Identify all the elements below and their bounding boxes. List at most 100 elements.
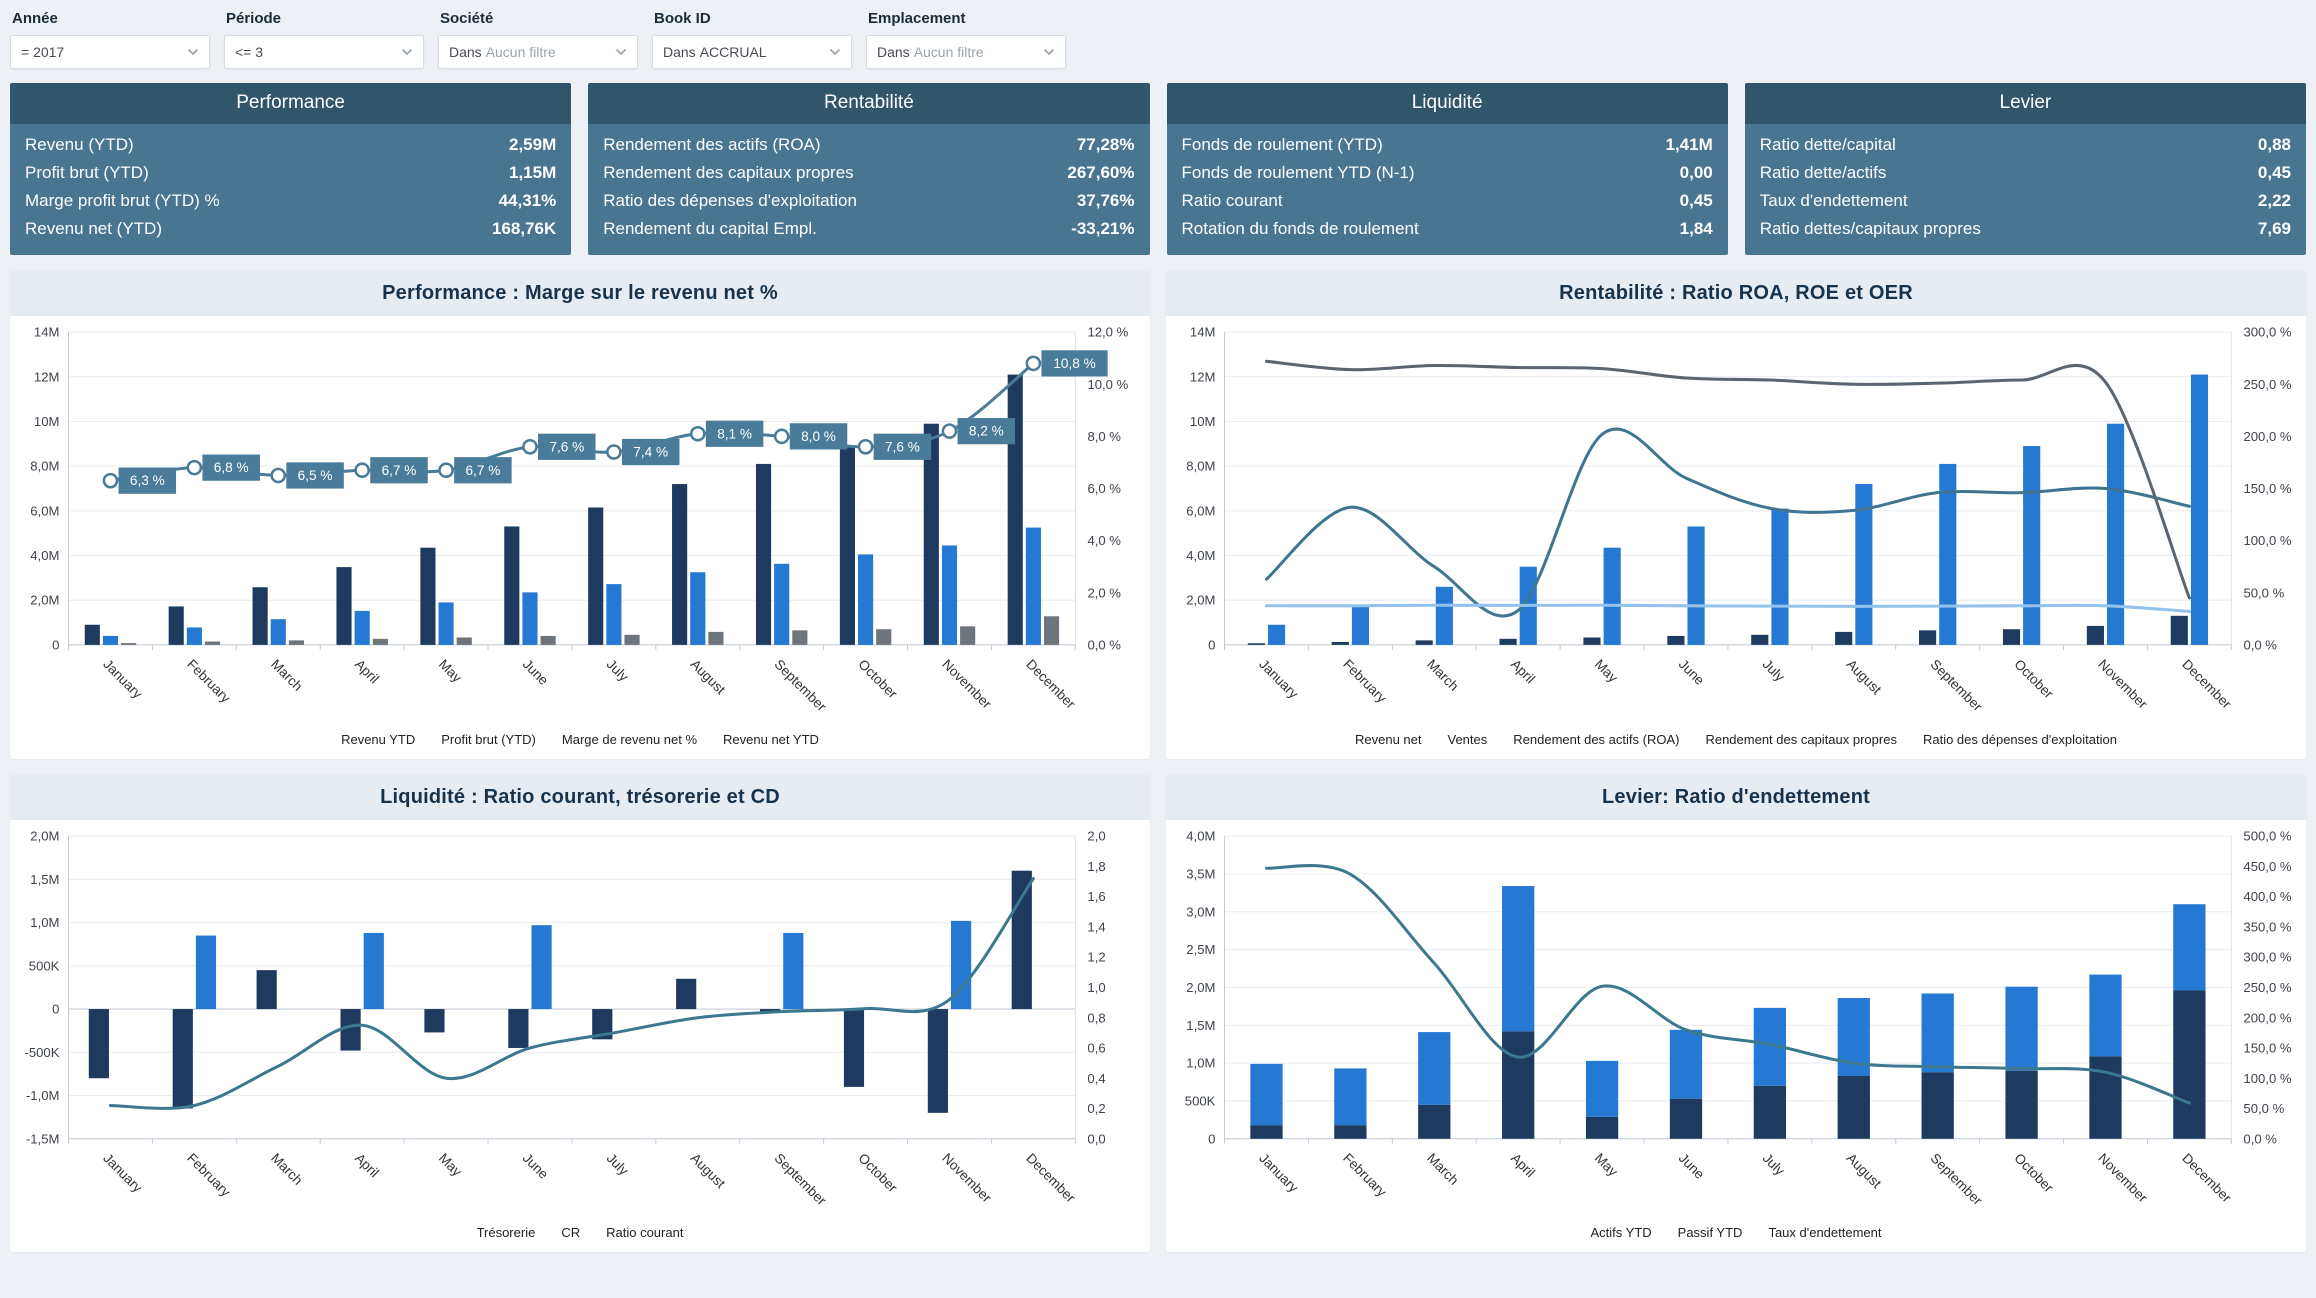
bar-Passif YTD-March[interactable] [1418, 1031, 1451, 1105]
bar-Revenu net-November[interactable] [2086, 625, 2104, 645]
bar-Ventes-November[interactable] [2107, 423, 2125, 645]
bar-Ventes-January[interactable] [1267, 624, 1286, 645]
bar-Trésorerie-August[interactable] [676, 978, 697, 1009]
bar-Profit brut (YTD)-August[interactable] [690, 572, 706, 645]
legend-item[interactable]: Marge de revenu net % [562, 732, 697, 747]
book-id-select[interactable]: Dans ACCRUAL [652, 35, 852, 69]
bar-Revenu YTD-January[interactable] [84, 624, 100, 645]
bar-Actifs YTD-February[interactable] [1334, 1124, 1367, 1139]
bar-Revenu YTD-July[interactable] [588, 507, 604, 645]
bar-Ventes-December[interactable] [2190, 374, 2209, 645]
bar-Passif YTD-December[interactable] [2173, 903, 2206, 991]
bar-CR-February[interactable] [195, 935, 217, 1009]
bar-Actifs YTD-April[interactable] [1502, 1030, 1535, 1139]
bar-Profit brut (YTD)-December[interactable] [1025, 527, 1041, 645]
bar-Profit brut (YTD)-July[interactable] [606, 584, 622, 645]
bar-Actifs YTD-December[interactable] [2173, 990, 2206, 1139]
bar-Trésorerie-February[interactable] [172, 1008, 193, 1109]
bar-Revenu net-October[interactable] [2002, 629, 2021, 645]
bar-Revenu net YTD-January[interactable] [121, 643, 137, 645]
bar-CR-April[interactable] [363, 932, 384, 1009]
bar-Actifs YTD-July[interactable] [1753, 1085, 1787, 1139]
bar-CR-November[interactable] [950, 920, 972, 1009]
liquidite-chart-canvas[interactable]: 2,0M 1,5M 1,0M 500K 0 -500K -1,0M -1,5M 2,0 1,8 1,… [10, 822, 1150, 1226]
bar-Revenu net YTD-February[interactable] [204, 641, 221, 645]
bar-Actifs YTD-March[interactable] [1418, 1104, 1451, 1139]
bar-Trésorerie-March[interactable] [256, 969, 277, 1009]
bar-Revenu YTD-October[interactable] [839, 446, 855, 645]
legend-item[interactable]: Ratio courant [606, 1225, 683, 1240]
legend-item[interactable]: Profit brut (YTD) [441, 732, 536, 747]
bar-Revenu net-May[interactable] [1583, 637, 1601, 645]
bar-Revenu net-September[interactable] [1919, 630, 1937, 645]
bar-Revenu YTD-March[interactable] [252, 587, 268, 645]
bar-Revenu net YTD-July[interactable] [624, 634, 640, 645]
bar-Revenu YTD-April[interactable] [336, 567, 352, 645]
bar-Passif YTD-January[interactable] [1250, 1063, 1283, 1125]
bar-Actifs YTD-June[interactable] [1669, 1098, 1703, 1139]
bar-Revenu YTD-June[interactable] [504, 526, 520, 645]
bar-Passif YTD-May[interactable] [1585, 1060, 1619, 1117]
bar-Revenu net YTD-June[interactable] [540, 635, 556, 645]
emplacement-select[interactable]: Dans Aucun filtre [866, 35, 1066, 69]
bar-Actifs YTD-November[interactable] [2089, 1055, 2122, 1139]
bar-Profit brut (YTD)-March[interactable] [270, 619, 286, 645]
bar-Actifs YTD-May[interactable] [1585, 1116, 1619, 1139]
bar-Ventes-June[interactable] [1687, 526, 1705, 645]
legend-item[interactable]: Taux d'endettement [1768, 1225, 1881, 1240]
bar-Profit brut (YTD)-January[interactable] [102, 635, 119, 645]
bar-Revenu net YTD-September[interactable] [792, 630, 808, 645]
bar-Ventes-October[interactable] [2023, 446, 2041, 645]
bar-CR-June[interactable] [531, 924, 552, 1009]
bar-Revenu net YTD-December[interactable] [1043, 616, 1060, 645]
bar-Ventes-August[interactable] [1855, 484, 1873, 645]
bar-Profit brut (YTD)-September[interactable] [774, 563, 790, 645]
bar-Revenu net-December[interactable] [2170, 615, 2188, 645]
bar-Revenu YTD-February[interactable] [168, 606, 184, 645]
bar-Revenu net-February[interactable] [1331, 641, 1349, 645]
bar-Trésorerie-September[interactable] [759, 1008, 781, 1012]
bar-Ventes-February[interactable] [1351, 606, 1370, 645]
bar-Ventes-May[interactable] [1603, 547, 1621, 645]
bar-Trésorerie-May[interactable] [424, 1008, 445, 1033]
performance-chart-canvas[interactable]: 14M 12M 10M 8,0M 6,0M 4,0M 2,0M 0 12,0 % 10,0 % 8,… [10, 318, 1150, 732]
bar-Actifs YTD-September[interactable] [1921, 1071, 1954, 1139]
bar-Profit brut (YTD)-February[interactable] [186, 627, 202, 645]
bar-Revenu net-April[interactable] [1499, 638, 1517, 645]
bar-Revenu net-June[interactable] [1667, 635, 1685, 645]
legend-item[interactable]: Revenu net [1355, 732, 1422, 747]
bar-Ventes-March[interactable] [1435, 586, 1453, 645]
bar-Revenu net YTD-November[interactable] [960, 626, 976, 645]
bar-Ventes-July[interactable] [1771, 508, 1789, 645]
bar-Revenu YTD-September[interactable] [755, 463, 772, 645]
bar-Revenu YTD-November[interactable] [923, 423, 939, 645]
legend-item[interactable]: Passif YTD [1678, 1225, 1743, 1240]
legend-item[interactable]: Ratio des dépenses d'exploitation [1923, 732, 2117, 747]
bar-Revenu YTD-August[interactable] [672, 484, 688, 645]
legend-item[interactable]: CR [561, 1225, 580, 1240]
bar-Profit brut (YTD)-November[interactable] [941, 545, 958, 645]
legend-item[interactable]: Trésorerie [477, 1225, 536, 1240]
bar-Actifs YTD-August[interactable] [1837, 1075, 1870, 1139]
bar-Passif YTD-November[interactable] [2089, 974, 2122, 1056]
bar-Profit brut (YTD)-May[interactable] [438, 602, 454, 645]
bar-Revenu net-March[interactable] [1415, 640, 1433, 645]
bar-Revenu net YTD-March[interactable] [288, 640, 304, 645]
legend-item[interactable]: Actifs YTD [1590, 1225, 1651, 1240]
legend-item[interactable]: Ventes [1448, 732, 1488, 747]
levier-chart-canvas[interactable]: 4,0M 3,5M 3,0M 2,5M 2,0M 1,5M 1,0M 500K 0 500,0 %… [1166, 822, 2306, 1226]
bar-Revenu net YTD-May[interactable] [456, 637, 472, 645]
bar-Revenu net-July[interactable] [1751, 634, 1769, 645]
bar-Profit brut (YTD)-June[interactable] [522, 592, 538, 645]
legend-item[interactable]: Rendement des actifs (ROA) [1513, 732, 1679, 747]
bar-Ventes-September[interactable] [1939, 463, 1957, 645]
bar-Passif YTD-September[interactable] [1921, 993, 1954, 1072]
societe-select[interactable]: Dans Aucun filtre [438, 35, 638, 69]
legend-item[interactable]: Rendement des capitaux propres [1705, 732, 1897, 747]
bar-Passif YTD-April[interactable] [1502, 885, 1535, 1031]
bar-Trésorerie-October[interactable] [843, 1008, 865, 1087]
rentabilite-chart-canvas[interactable]: 14M 12M 10M 8,0M 6,0M 4,0M 2,0M 0 300,0 % 250,0 %… [1166, 318, 2306, 732]
bar-Trésorerie-April[interactable] [340, 1008, 361, 1051]
bar-Revenu net-August[interactable] [1835, 631, 1853, 645]
bar-Trésorerie-July[interactable] [592, 1008, 613, 1039]
